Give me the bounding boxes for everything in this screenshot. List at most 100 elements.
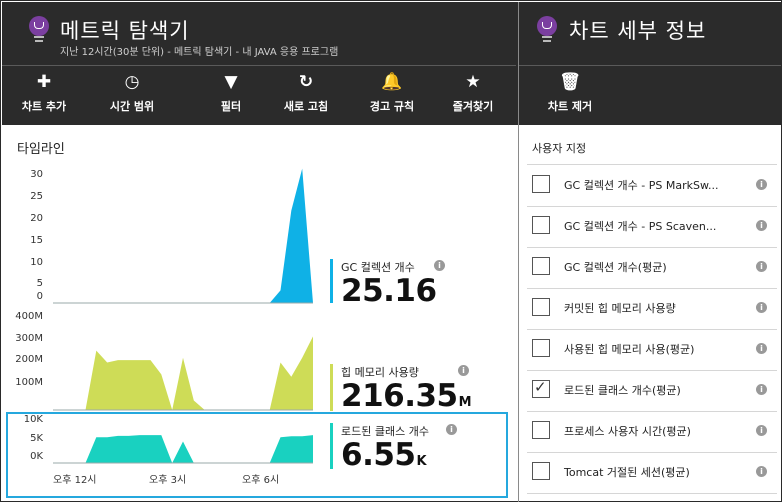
info-icon[interactable]: i [756,343,767,354]
series-area-1 [53,168,313,303]
bell-icon: 🔔 [381,72,403,92]
metric-option-label: GC 컬렉션 개수 - PS MarkSw... [564,179,719,192]
metric-option[interactable]: Tomcat 거절된 세션(평균) i [527,452,777,493]
y-tick-label: 30 [30,169,43,180]
info-icon[interactable]: i [446,424,457,435]
y-tick-label: 400M [15,311,43,322]
info-icon[interactable]: i [756,384,767,395]
list-divider [527,247,777,248]
y-tick-label: 100M [15,377,43,388]
metric-value: 6.55K [341,437,427,473]
checkbox[interactable] [532,257,550,275]
info-icon[interactable]: i [756,302,767,313]
header-divider [519,65,781,66]
list-divider [527,493,777,494]
metrics-explorer-header: 메트릭 탐색기 지난 12시간(30분 단위) - 메트릭 탐색기 - 내 JA… [2,2,518,125]
series-area-2 [53,336,313,410]
toolbar-button-label: 경고 규칙 [369,100,415,113]
header-divider [2,65,516,66]
metric-option-label: Tomcat 거절된 세션(평균) [564,466,690,479]
checkbox[interactable] [532,175,550,193]
y-tick-label: 5K [30,433,43,444]
lightbulb-icon [536,16,558,44]
metric-name: 힙 메모리 사용량 [341,366,419,379]
plus-icon: ✚ [36,72,52,92]
checkmark-icon: ✓ [534,378,547,396]
y-tick-label: 300M [15,333,43,344]
checkbox[interactable] [532,421,550,439]
toolbar-button-label: 차트 제거 [547,100,593,113]
toolbar-button-plus[interactable]: ✚ 차트 추가 [4,71,84,121]
metric-option[interactable]: 커밋된 힙 메모리 사용량 i [527,288,777,329]
blade-divider [518,2,519,502]
metric-color-bar [330,364,333,411]
checkbox[interactable] [532,339,550,357]
blade-subtitle: 지난 12시간(30분 단위) - 메트릭 탐색기 - 내 JAVA 응용 프로… [60,47,339,58]
metric-option-label: GC 컬렉션 개수 - PS Scaven... [564,220,717,233]
bookmark-star-icon: ★ [465,72,481,92]
info-icon[interactable]: i [756,425,767,436]
customize-label: 사용자 지정 [532,142,587,155]
y-tick-label: 25 [30,191,43,202]
metric-option[interactable]: 사용된 힙 메모리 사용(평균) i [527,329,777,370]
list-divider [527,329,777,330]
metric-name: 로드된 클래스 개수 [341,425,429,438]
y-tick-label: 5 [36,278,43,289]
metric-option-label: 커밋된 힙 메모리 사용량 [564,302,676,315]
timeline-title: 타임라인 [17,142,65,157]
toolbar-button-filter[interactable]: ▼ 필터 [191,71,271,121]
info-icon[interactable]: i [756,179,767,190]
filter-icon: ▼ [224,72,238,92]
toolbar-button-bookmark-star[interactable]: ★ 즐겨찾기 [433,71,513,121]
info-icon[interactable]: i [458,365,469,376]
checkbox[interactable]: ✓ [532,378,550,398]
info-icon[interactable]: i [756,466,767,477]
metric-option-label: GC 컬렉션 개수(평균) [564,261,667,274]
info-icon[interactable]: i [756,220,767,231]
toolbar-button-refresh[interactable]: ↻ 새로 고침 [266,71,346,121]
metric-option[interactable]: GC 컬렉션 개수 - PS Scaven... i [527,206,777,247]
metric-value: 25.16 [341,273,437,309]
list-divider [527,206,777,207]
y-tick-label: 200M [15,354,43,365]
metric-option[interactable]: 프로세스 사용자 시간(평균) i [527,411,777,452]
chart-details-header: 차트 세부 정보 🗑 차트 제거 [519,2,782,125]
list-divider [527,370,777,371]
metric-option-label: 로드된 클래스 개수(평균) [564,384,681,397]
refresh-icon: ↻ [298,72,314,92]
checkbox[interactable] [532,298,550,316]
info-icon[interactable]: i [756,261,767,272]
y-tick-label: 0 [36,291,43,302]
info-icon[interactable]: i [434,260,445,271]
toolbar-button-label: 필터 [220,100,242,113]
y-tick-label: 20 [30,213,43,224]
toolbar-button-label: 새로 고침 [283,100,329,113]
metric-option-label: 프로세스 사용자 시간(평균) [564,425,691,438]
metric-value: 216.35M [341,378,472,414]
lightbulb-icon [28,16,50,44]
toolbar-button-label: 시간 범위 [109,100,155,113]
y-tick-label: 15 [30,235,43,246]
clock-icon: ◷ [124,72,140,92]
list-divider [527,164,777,165]
toolbar-button-clock[interactable]: ◷ 시간 범위 [92,71,172,121]
metric-unit: K [416,454,427,469]
remove-chart-button[interactable]: 🗑 차트 제거 [530,71,610,121]
x-tick-label: 오후 6시 [242,475,280,486]
checkbox[interactable] [532,216,550,234]
y-tick-label: 10 [30,257,43,268]
y-tick-label: 10K [23,414,43,425]
checkbox[interactable] [532,462,550,480]
toolbar-button-label: 차트 추가 [21,100,67,113]
selected-chart-highlight[interactable] [6,412,508,498]
x-tick-label: 오후 3시 [149,475,187,486]
metric-option-label: 사용된 힙 메모리 사용(평균) [564,343,695,356]
blade-title: 차트 세부 정보 [569,19,707,43]
metric-option[interactable]: GC 컬렉션 개수 - PS MarkSw... i [527,165,777,206]
metric-option[interactable]: GC 컬렉션 개수(평균) i [527,247,777,288]
metric-color-bar [330,259,333,303]
list-divider [527,288,777,289]
toolbar-button-bell[interactable]: 🔔 경고 규칙 [352,71,432,121]
list-divider [527,411,777,412]
metric-option[interactable]: ✓ 로드된 클래스 개수(평균) i [527,370,777,411]
